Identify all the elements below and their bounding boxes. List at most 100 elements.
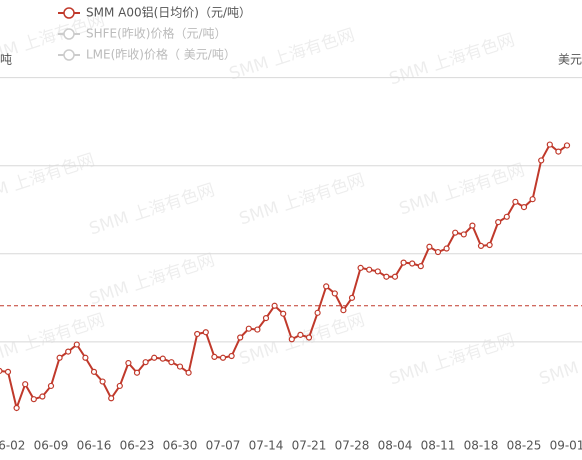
- y-axis-label: 吨: [0, 53, 12, 67]
- point: [495, 218, 502, 226]
- legend-item[interactable]: LME(昨收)价格（ 美元/吨）: [58, 47, 236, 62]
- point: [314, 309, 321, 316]
- point: [39, 393, 46, 400]
- point: [366, 266, 373, 273]
- point: [512, 198, 519, 205]
- x-tick-label: 06-09: [34, 439, 69, 453]
- x-tick-label: 07-21: [292, 439, 327, 453]
- point: [4, 368, 12, 375]
- point: [400, 259, 407, 266]
- point: [305, 334, 313, 341]
- point: [460, 231, 467, 238]
- point: [469, 222, 476, 229]
- point: [168, 359, 175, 366]
- x-tick-label: 09-01: [550, 439, 582, 453]
- y2-axis-label: 美元: [558, 53, 582, 67]
- x-tick-label: 07-14: [249, 439, 284, 453]
- legend-item[interactable]: SHFE(昨收)价格（元/吨）: [58, 26, 227, 41]
- legend-label: LME(昨收)价格（ 美元/吨）: [86, 47, 236, 62]
- x-tick-label: 06-30: [163, 439, 198, 453]
- watermark: SMM 上海有色网: [87, 180, 217, 239]
- watermark: SMM 上海有色网: [237, 310, 367, 369]
- point: [22, 381, 29, 388]
- watermark: SMM 上海有色网: [0, 150, 97, 209]
- point: [194, 330, 201, 338]
- point: [142, 359, 149, 366]
- x-tick-label: 08-11: [421, 439, 456, 453]
- legend-label: SHFE(昨收)价格（元/吨）: [86, 26, 227, 41]
- point: [159, 355, 166, 362]
- legend-item[interactable]: SMM A00铝(日均价)（元/吨）: [58, 5, 251, 20]
- point: [503, 213, 510, 220]
- watermark: SMM 上海有色网: [87, 250, 217, 309]
- point: [151, 354, 158, 361]
- point: [116, 382, 123, 390]
- point: [426, 243, 433, 250]
- point: [56, 354, 63, 361]
- x-tick-label: 06-16: [77, 439, 112, 453]
- legend-marker: [63, 28, 75, 40]
- point: [0, 367, 3, 375]
- point: [331, 290, 338, 297]
- point: [271, 302, 278, 309]
- legend-label: SMM A00铝(日均价)（元/吨）: [86, 5, 251, 20]
- point: [133, 369, 141, 376]
- point: [555, 148, 562, 155]
- point: [288, 336, 295, 343]
- point: [323, 283, 330, 290]
- point: [262, 315, 270, 322]
- watermark: SMM 上海有色网: [387, 330, 517, 389]
- point: [348, 294, 356, 301]
- point: [538, 157, 545, 164]
- point: [486, 241, 493, 249]
- watermark: SMM 上海有色网: [227, 25, 357, 84]
- legend-marker: [63, 7, 75, 19]
- point: [237, 334, 244, 341]
- point: [211, 353, 218, 360]
- point: [47, 382, 55, 390]
- watermark: SMM 上海有色网: [0, 310, 107, 369]
- point: [280, 310, 287, 317]
- x-tick-label: 08-04: [378, 439, 413, 453]
- point: [434, 248, 442, 256]
- point: [108, 395, 115, 402]
- point: [417, 263, 424, 270]
- watermark: SMM 上海有色网: [387, 30, 517, 89]
- point: [477, 242, 485, 249]
- point: [185, 369, 192, 376]
- point: [99, 378, 106, 385]
- x-tick-label: 07-28: [335, 439, 370, 453]
- point: [219, 354, 227, 361]
- point: [73, 341, 80, 348]
- point: [546, 141, 553, 148]
- x-tick-label: 07-07: [206, 439, 241, 453]
- point: [228, 352, 235, 360]
- point: [383, 273, 390, 280]
- watermark: SMM 上海有色网: [537, 330, 582, 389]
- point: [13, 404, 20, 412]
- point: [391, 273, 399, 280]
- point: [82, 354, 89, 361]
- legend-marker: [63, 49, 75, 61]
- point: [297, 331, 304, 338]
- point: [529, 196, 536, 203]
- point: [357, 264, 364, 272]
- point: [443, 245, 450, 252]
- point: [90, 368, 98, 375]
- point: [125, 359, 132, 367]
- point: [254, 326, 261, 333]
- point: [409, 260, 416, 267]
- point: [245, 325, 252, 332]
- point: [176, 363, 184, 370]
- x-tick-label: 08-18: [464, 439, 499, 453]
- x-tick-label: 06-02: [0, 439, 25, 453]
- point: [563, 142, 571, 149]
- point: [340, 307, 347, 314]
- x-tick-label: 08-25: [507, 439, 542, 453]
- point: [202, 329, 209, 336]
- watermark: SMM 上海有色网: [397, 160, 527, 219]
- watermark: SMM 上海有色网: [237, 170, 367, 229]
- point: [520, 204, 528, 211]
- point: [452, 229, 459, 236]
